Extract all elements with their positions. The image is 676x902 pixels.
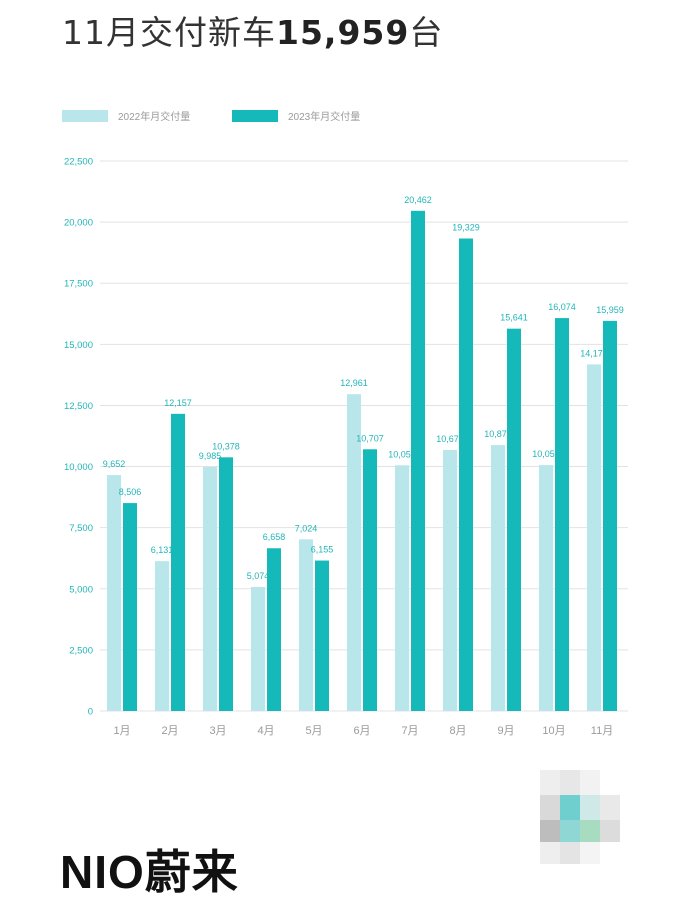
data-label: 6,155 <box>311 545 334 555</box>
bar-2022-8 <box>443 450 457 711</box>
bar-2023-3 <box>219 457 233 711</box>
data-label: 10,052 <box>388 449 416 459</box>
x-tick-label: 11月 <box>591 725 613 737</box>
bar-2022-2 <box>155 561 169 711</box>
bar-2023-8 <box>459 238 473 711</box>
data-label: 10,378 <box>212 441 240 451</box>
brand-chinese: 蔚来 <box>144 845 239 899</box>
data-label: 6,658 <box>263 532 286 542</box>
bar-2023-1 <box>123 503 137 711</box>
x-tick-label: 3月 <box>209 725 226 737</box>
title-suffix: 台 <box>409 13 444 52</box>
bar-2023-7 <box>411 210 425 711</box>
chart-bars <box>107 210 617 711</box>
legend-label-1: 2022年月交付量 <box>118 110 190 123</box>
data-label: 16,074 <box>548 302 576 312</box>
data-label: 12,961 <box>340 378 368 388</box>
legend-label-2: 2023年月交付量 <box>288 110 360 123</box>
data-label: 5,074 <box>247 571 270 581</box>
bar-2022-9 <box>491 445 505 711</box>
data-label: 9,985 <box>199 451 222 461</box>
data-label: 19,329 <box>452 223 480 233</box>
legend-swatch-1 <box>62 110 108 122</box>
x-tick-label: 9月 <box>497 725 514 737</box>
bar-2022-10 <box>539 465 553 711</box>
title-prefix: 11月交付新车 <box>62 13 276 52</box>
bar-2023-6 <box>363 449 377 711</box>
data-label: 15,959 <box>596 305 624 315</box>
bar-2022-1 <box>107 475 121 711</box>
y-tick-label: 2,500 <box>69 645 93 656</box>
bar-2022-5 <box>299 539 313 711</box>
data-label: 7,024 <box>295 523 318 533</box>
x-axis: 1月 2月 3月 4月 5月 6月 7月 8月 9月 10月 11月 <box>113 725 613 737</box>
page-title: 11月交付新车15,959台 <box>62 6 443 54</box>
bar-2023-2 <box>171 413 185 711</box>
bar-2022-3 <box>203 466 217 711</box>
x-tick-label: 5月 <box>305 725 322 737</box>
data-label: 6,131 <box>151 545 174 555</box>
y-tick-label: 20,000 <box>64 218 93 229</box>
x-tick-label: 8月 <box>449 725 466 737</box>
x-tick-label: 1月 <box>113 725 130 737</box>
data-label: 9,652 <box>103 459 126 469</box>
data-label: 15,641 <box>500 313 528 323</box>
x-tick-label: 6月 <box>353 725 370 737</box>
data-label: 14,178 <box>580 348 608 358</box>
x-tick-label: 4月 <box>257 725 274 737</box>
x-tick-label: 10月 <box>542 725 565 737</box>
y-tick-label: 12,500 <box>64 401 93 412</box>
bar-2022-11 <box>587 364 601 711</box>
data-label: 10,677 <box>436 434 464 444</box>
data-label: 10,707 <box>356 433 384 443</box>
y-tick-label: 5,000 <box>69 584 93 595</box>
chart-legend: 2022年月交付量 2023年月交付量 <box>62 110 360 123</box>
y-tick-label: 22,500 <box>64 157 93 168</box>
data-label: 10,059 <box>532 449 560 459</box>
legend-swatch-2 <box>232 110 278 122</box>
y-tick-label: 17,500 <box>64 279 93 290</box>
bar-2023-11 <box>603 320 617 711</box>
bar-2023-5 <box>315 560 329 711</box>
bar-2023-4 <box>267 548 281 711</box>
y-tick-label: 0 <box>88 707 93 718</box>
y-tick-label: 15,000 <box>64 340 93 351</box>
bar-2023-9 <box>507 328 521 711</box>
title-number: 15,959 <box>276 13 410 52</box>
y-tick-label: 7,500 <box>69 523 93 534</box>
nio-logo: NIO蔚来 <box>60 836 239 902</box>
x-tick-label: 7月 <box>401 725 418 737</box>
y-axis: 0 2,500 5,000 7,500 10,000 12,500 15,000 17,500… <box>64 157 93 718</box>
brand-latin: NIO <box>60 846 145 898</box>
data-label: 12,157 <box>164 398 192 408</box>
bar-2022-6 <box>347 394 361 711</box>
data-label: 10,878 <box>484 429 512 439</box>
watermark-mosaic <box>540 770 620 865</box>
data-label: 20,462 <box>404 195 432 205</box>
bar-2023-10 <box>555 318 569 711</box>
bar-2022-4 <box>251 586 265 711</box>
delivery-bar-chart: 2022年月交付量 2023年月交付量 0 2,500 5,000 7,500 10,00… <box>62 110 628 737</box>
y-tick-label: 10,000 <box>64 462 93 473</box>
x-tick-label: 2月 <box>161 725 178 737</box>
data-label: 8,506 <box>119 487 142 497</box>
bar-2022-7 <box>395 465 409 711</box>
